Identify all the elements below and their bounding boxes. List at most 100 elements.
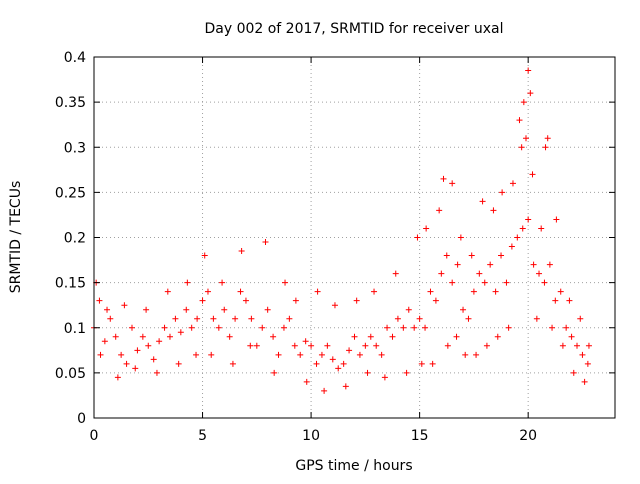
data-point <box>544 135 551 142</box>
data-point <box>432 297 439 304</box>
y-tick-label: 0 <box>77 411 86 427</box>
data-point <box>242 297 249 304</box>
data-point <box>172 315 179 322</box>
data-point <box>440 175 447 182</box>
data-point <box>536 270 543 277</box>
data-point <box>132 365 139 372</box>
data-point <box>579 351 586 358</box>
data-point <box>454 261 461 268</box>
data-point <box>321 387 328 394</box>
data-point <box>384 324 391 331</box>
data-point <box>215 324 222 331</box>
data-point <box>546 261 553 268</box>
data-point <box>123 360 130 367</box>
y-tick-label: 0.3 <box>64 140 86 156</box>
data-point <box>121 302 128 309</box>
data-point <box>164 288 171 295</box>
data-point <box>527 90 534 97</box>
data-point <box>150 356 157 363</box>
data-point <box>392 270 399 277</box>
data-point <box>414 234 421 241</box>
data-point <box>405 306 412 313</box>
data-point <box>237 288 244 295</box>
data-point <box>553 216 560 223</box>
data-point <box>270 333 277 340</box>
y-tick-label: 0.2 <box>64 231 86 247</box>
data-point <box>362 342 369 349</box>
y-tick-label: 0.4 <box>64 50 86 66</box>
data-point <box>563 324 570 331</box>
axis-ticks: 0 5 10 15 20 0 0.05 0.1 0.15 0.2 0.25 0.3 0.35 0.4 <box>55 50 615 444</box>
data-point <box>542 144 549 151</box>
data-point <box>494 333 501 340</box>
data-point <box>356 351 363 358</box>
data-point <box>204 288 211 295</box>
data-point <box>97 351 104 358</box>
data-point <box>221 306 228 313</box>
data-point <box>559 342 566 349</box>
data-point <box>329 356 336 363</box>
data-point <box>538 225 545 232</box>
data-point <box>574 342 581 349</box>
data-point <box>335 365 342 372</box>
chart-title: Day 002 of 2017, SRMTID for receiver uxa… <box>204 21 503 37</box>
x-tick-label: 15 <box>411 428 429 444</box>
data-point <box>280 324 287 331</box>
data-point <box>194 315 201 322</box>
data-point <box>422 324 429 331</box>
data-point <box>394 315 401 322</box>
data-point <box>505 324 512 331</box>
data-point <box>199 297 206 304</box>
data-point <box>436 207 443 214</box>
data-point <box>331 302 338 309</box>
data-point <box>166 333 173 340</box>
data-point <box>219 279 226 286</box>
data-point <box>481 279 488 286</box>
data-point <box>427 288 434 295</box>
data-point <box>282 279 289 286</box>
data-point <box>247 342 254 349</box>
data-point <box>153 369 160 376</box>
data-point <box>449 180 456 187</box>
data-point <box>193 351 200 358</box>
data-point <box>429 360 436 367</box>
y-tick-label: 0.1 <box>64 321 86 337</box>
data-point <box>107 315 114 322</box>
data-point <box>139 333 146 340</box>
data-point <box>416 315 423 322</box>
data-point <box>238 248 245 255</box>
data-point <box>465 315 472 322</box>
data-point <box>262 239 269 246</box>
data-point <box>525 67 532 74</box>
data-point <box>371 288 378 295</box>
x-axis-label: GPS time / hours <box>295 458 412 474</box>
data-point <box>525 216 532 223</box>
data-point <box>175 360 182 367</box>
grid <box>94 57 615 418</box>
data-point <box>201 252 208 259</box>
data-point <box>340 360 347 367</box>
data-point <box>438 270 445 277</box>
data-point <box>585 342 592 349</box>
data-point <box>533 315 540 322</box>
data-point <box>577 315 584 322</box>
data-point <box>156 338 163 345</box>
data-point <box>210 315 217 322</box>
y-tick-label: 0.25 <box>55 185 86 201</box>
data-point <box>453 333 460 340</box>
data-point <box>184 279 191 286</box>
data-point <box>297 351 304 358</box>
data-point <box>208 351 215 358</box>
data-point <box>101 338 108 345</box>
data-point <box>118 351 125 358</box>
data-point <box>128 324 135 331</box>
data-point <box>449 279 456 286</box>
data-point <box>568 333 575 340</box>
data-point <box>487 261 494 268</box>
data-point <box>188 324 195 331</box>
data-point <box>516 117 523 124</box>
data-point <box>552 297 559 304</box>
y-tick-label: 0.05 <box>55 366 86 382</box>
